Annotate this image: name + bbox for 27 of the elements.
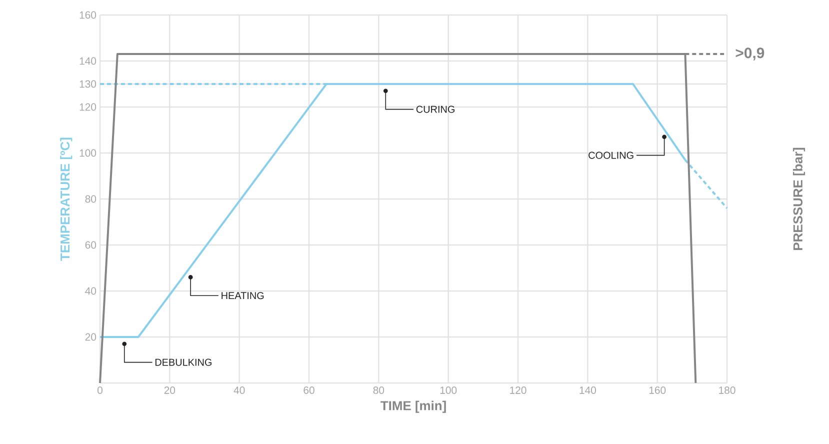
y-tick-label: 130: [80, 80, 96, 88]
x-tick-label: 80: [373, 386, 384, 394]
x-tick-label: 20: [164, 386, 176, 394]
y-tick-label: 80: [85, 195, 96, 203]
y-tick-label: 40: [85, 287, 96, 295]
x-tick-label: 120: [510, 386, 526, 394]
y-tick-label: 60: [85, 241, 96, 249]
annotation: CURING: [416, 106, 454, 113]
annotation: COOLING: [588, 152, 634, 159]
text: >0,9: [736, 48, 764, 60]
x-tick-label: 100: [440, 386, 457, 394]
y-tick-label: 20: [85, 333, 96, 341]
y-axis-title: PRESSURE [bar]: [792, 148, 806, 250]
y-tick-label: 120: [80, 103, 96, 111]
x-tick-label: 60: [304, 386, 314, 394]
y-tick-label: 160: [80, 11, 96, 19]
x-tick-label: 140: [580, 386, 596, 394]
annotation: HEATING: [222, 292, 264, 300]
x-tick-label: 180: [719, 386, 736, 394]
x-tick-label: 0: [97, 386, 102, 394]
x-tick-label: 160: [649, 386, 666, 394]
x-axis-title: TIME [min]: [380, 400, 446, 413]
y-axis-title: TEMPERATURE [ºC]: [60, 138, 72, 261]
y-tick-label: 140: [80, 57, 96, 65]
annotation: DEBULKING: [155, 358, 212, 366]
y-tick-label: 100: [80, 149, 96, 157]
x-tick-label: 40: [234, 386, 245, 394]
